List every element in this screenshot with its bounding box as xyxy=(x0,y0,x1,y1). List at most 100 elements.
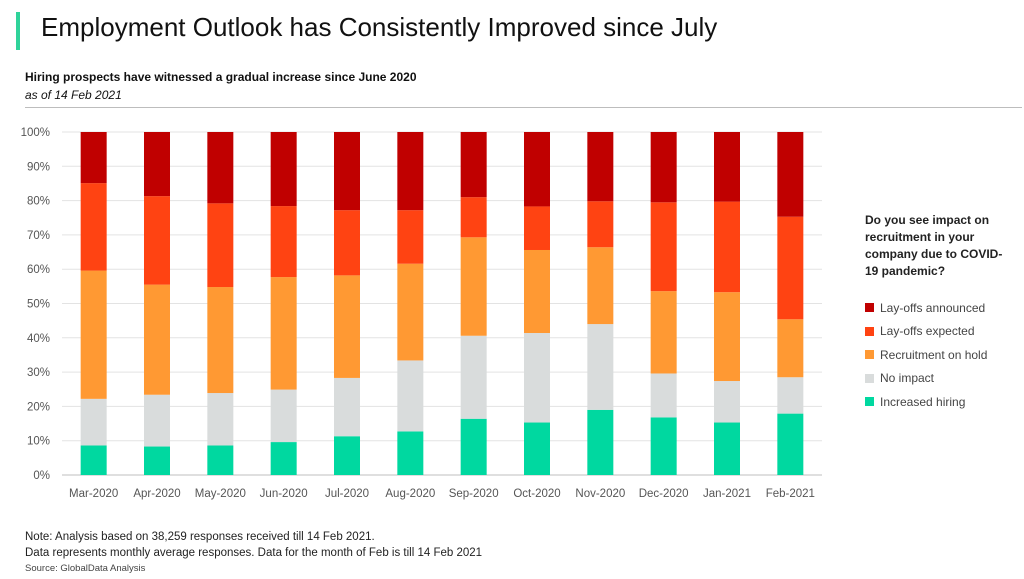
bar-segment xyxy=(524,422,550,475)
legend-label: No impact xyxy=(880,371,935,386)
bar-segment xyxy=(334,436,360,475)
x-tick-label: Feb-2021 xyxy=(766,488,815,500)
bar-segment xyxy=(650,417,677,475)
x-tick-label: Jul-2020 xyxy=(325,488,369,500)
y-tick-label: 30% xyxy=(27,367,50,379)
bar-segment xyxy=(460,132,487,198)
bar-segment xyxy=(270,132,297,207)
y-tick-label: 20% xyxy=(27,401,50,413)
bar-segment xyxy=(650,202,677,292)
legend-label: Lay-offs announced xyxy=(880,300,986,315)
bar-segment xyxy=(460,418,487,475)
legend-swatch xyxy=(865,397,874,407)
bar-segment xyxy=(714,201,740,293)
bar-segment xyxy=(397,210,424,264)
legend-item: Recruitment on hold xyxy=(865,343,1015,367)
bar-segment xyxy=(207,287,234,394)
legend-label: Lay-offs expected xyxy=(880,324,975,339)
legend-label: Recruitment on hold xyxy=(880,347,988,362)
x-tick-label: Mar-2020 xyxy=(69,488,118,500)
bar-segment xyxy=(397,431,424,475)
x-tick-label: Sep-2020 xyxy=(449,488,499,500)
bar-segment xyxy=(334,132,360,211)
bar-segment xyxy=(80,445,107,475)
y-tick-label: 70% xyxy=(27,230,50,242)
y-tick-label: 80% xyxy=(27,196,50,208)
y-tick-label: 0% xyxy=(33,470,50,482)
x-tick-label: Dec-2020 xyxy=(639,488,689,500)
bar-segment xyxy=(144,284,170,395)
bar-segment xyxy=(714,422,740,475)
bar-segment xyxy=(777,413,804,475)
bar-segment xyxy=(334,377,360,437)
bar-segment xyxy=(587,201,614,248)
y-tick-label: 50% xyxy=(27,299,50,311)
note-line-1: Note: Analysis based on 38,259 responses… xyxy=(25,531,375,543)
bar-segment xyxy=(207,203,234,288)
y-tick-label: 60% xyxy=(27,264,50,276)
chart-subtitle: Hiring prospects have witnessed a gradua… xyxy=(25,70,417,84)
x-tick-label: Apr-2020 xyxy=(133,488,180,500)
legend-items: Lay-offs announced Lay-offs expected Recru… xyxy=(865,296,1015,414)
bar-segment xyxy=(650,291,677,374)
footnote: Note: Analysis based on 38,259 responses… xyxy=(25,529,482,561)
bar-segment xyxy=(334,275,360,378)
page-title: Employment Outlook has Consistently Impr… xyxy=(41,12,718,42)
bar-segment xyxy=(524,249,550,333)
bar-segment xyxy=(587,247,614,325)
title-accent-bar xyxy=(16,12,20,50)
bar-segment xyxy=(777,132,804,217)
bar-segment xyxy=(397,132,424,211)
chart-legend: Do you see impact on recruitment in your… xyxy=(865,212,1015,414)
x-tick-label: Jun-2020 xyxy=(260,488,308,500)
bar-segment xyxy=(587,324,614,410)
bar-segment xyxy=(777,377,804,414)
y-tick-label: 40% xyxy=(27,333,50,345)
y-tick-label: 100% xyxy=(21,127,50,139)
bar-segment xyxy=(524,132,550,207)
bar-segment xyxy=(524,332,550,423)
bar-segment xyxy=(144,446,170,475)
y-tick-label: 10% xyxy=(27,436,50,448)
bar-segment xyxy=(270,442,297,475)
bar-segment xyxy=(777,216,804,320)
legend-label: Increased hiring xyxy=(880,394,966,409)
bar-segment xyxy=(714,292,740,382)
legend-item: Lay-offs expected xyxy=(865,320,1015,344)
bar-segment xyxy=(80,270,107,399)
legend-item: Increased hiring xyxy=(865,390,1015,414)
note-line-2: Data represents monthly average response… xyxy=(25,547,483,559)
bar-segment xyxy=(460,335,487,419)
bar-segment xyxy=(270,277,297,390)
bar-segment xyxy=(144,394,170,447)
y-tick-label: 90% xyxy=(27,161,50,173)
bar-segment xyxy=(207,445,234,475)
bar-segment xyxy=(270,206,297,278)
as-of-date: as of 14 Feb 2021 xyxy=(25,88,122,102)
bar-segment xyxy=(714,132,740,202)
bar-segment xyxy=(397,263,424,361)
x-tick-label: Oct-2020 xyxy=(513,488,560,500)
header-divider xyxy=(25,107,1022,108)
bar-segment xyxy=(207,132,234,204)
x-tick-label: Jan-2021 xyxy=(703,488,751,500)
bar-segment xyxy=(80,183,107,271)
bar-segment xyxy=(80,132,107,184)
bar-segment xyxy=(524,206,550,250)
x-tick-label: Nov-2020 xyxy=(575,488,625,500)
bar-segment xyxy=(460,237,487,336)
legend-swatch xyxy=(865,303,874,313)
bar-segment xyxy=(650,132,677,203)
legend-title: Do you see impact on recruitment in your… xyxy=(865,213,1003,278)
bar-segment xyxy=(397,360,424,432)
bar-segment xyxy=(650,373,677,418)
bar-segment xyxy=(460,197,487,238)
legend-swatch xyxy=(865,326,874,336)
bar-segment xyxy=(270,389,297,443)
bar-segment xyxy=(144,132,170,197)
bar-segment xyxy=(587,409,614,475)
source-note: Source: GlobalData Analysis xyxy=(25,563,146,574)
bar-segment xyxy=(777,319,804,378)
legend-swatch xyxy=(865,373,874,383)
